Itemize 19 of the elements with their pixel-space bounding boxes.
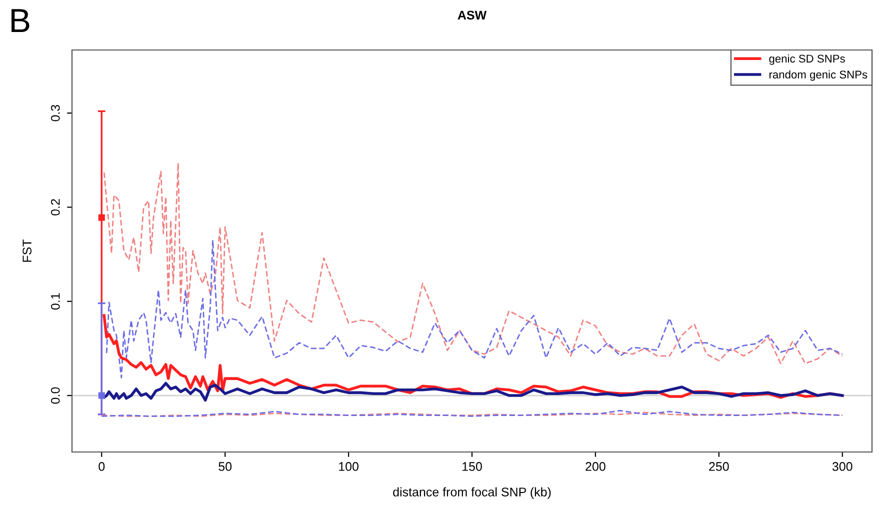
- x-tick-label: 300: [832, 462, 852, 471]
- x-tick-label: 0: [98, 462, 105, 471]
- x-tick-label: 200: [586, 462, 606, 471]
- x-tick-label: 250: [709, 462, 729, 471]
- line-series: [103, 162, 844, 364]
- x-tick-label: 50: [218, 462, 232, 471]
- chart-title: ASW: [458, 10, 487, 20]
- line-series: [106, 239, 844, 378]
- legend-label: random genic SNPs: [769, 70, 868, 81]
- y-tick-label: 0.0: [50, 387, 60, 404]
- y-tick-label: 0.2: [50, 199, 60, 216]
- y-tick-label: 0.1: [50, 293, 60, 310]
- x-tick-label: 150: [462, 462, 482, 471]
- legend-label: genic SD SNPs: [769, 54, 845, 65]
- text: B: [12, 9, 30, 32]
- y-axis-title: FST: [22, 239, 32, 262]
- x-tick-label: 100: [339, 462, 358, 471]
- x-axis-title: distance from focal SNP (kb): [393, 487, 551, 499]
- y-tick-label: 0.3: [50, 104, 60, 122]
